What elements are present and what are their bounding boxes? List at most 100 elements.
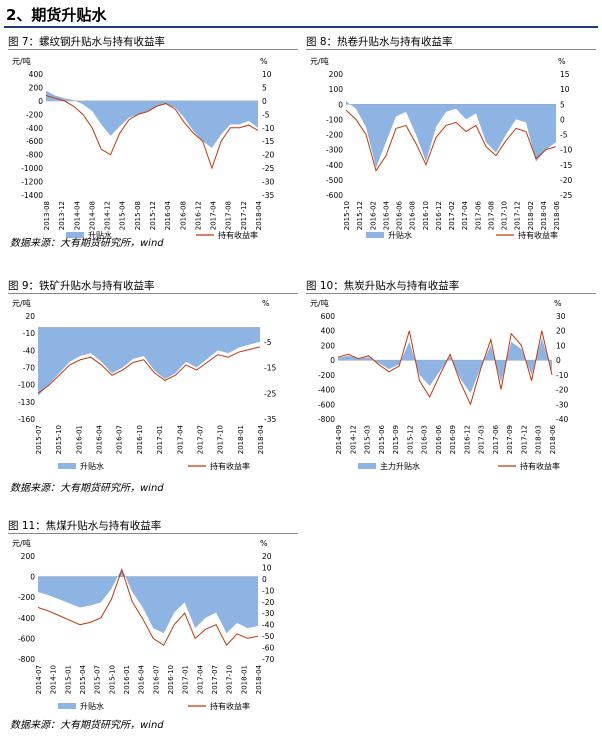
left-unit: 元/吨 [12,56,31,66]
right-tick-label: 5 [262,83,267,92]
legend-label: 持有收益率 [210,701,250,711]
x-tick-label: 2016-12 [194,201,202,230]
x-tick-label: 2017-04 [176,424,184,454]
legend-label: 升贴水 [388,230,412,240]
figure-rule [306,49,596,50]
x-tick-label: 2017-04 [210,200,218,230]
x-tick-label: 2017-06 [474,200,482,230]
left-tick-label: 200 [321,341,336,350]
x-tick-label: 2014-12 [349,425,357,454]
left-tick-label: -200 [26,110,43,119]
x-tick-label: 2017-12 [520,425,528,454]
right-tick-label: -5 [262,110,270,119]
figure-7: 图 7：螺纹钢升贴水与持有收益率 元/吨% 400 200 0 -200 -400 -600… [8,34,298,246]
right-tick-label: -40 [556,415,568,424]
right-tick-label: -30 [262,178,274,187]
right-tick-label: -35 [264,415,276,424]
right-tick-label: -20 [262,598,274,607]
left-tick-label: -600 [326,191,343,200]
legend-label: 升贴水 [80,701,104,711]
x-tick-label: 2017-03 [478,425,486,454]
right-tick-label: -5 [560,131,568,140]
x-tick-label: 2017-08 [225,201,233,230]
x-tick-label: 2016-07 [152,665,160,694]
figure-title: 图 8：热卷升贴水与持有收益率 [306,36,453,48]
x-tick-label: 2015-01 [64,665,72,694]
legend-swatch-basis [58,463,76,469]
left-tick-label: -500 [326,176,343,185]
figure-title: 图 10：焦炭升贴水与持有收益率 [306,280,460,292]
left-tick-label: -400 [318,386,335,395]
legend-label: 持有收益率 [218,230,258,240]
x-tick-label: 2017-08 [487,201,495,230]
basis-area [38,568,258,634]
x-tick-label: 2017-10 [226,665,234,694]
figure-title: 图 9：铁矿升贴水与持有收益率 [8,280,155,292]
x-tick-label: 2018-06 [549,424,557,454]
x-tick-label: 2016-04 [96,424,104,454]
left-tick-label: 600 [321,312,336,321]
right-tick-label: 10 [262,70,272,79]
left-tick-label: 0 [330,356,335,365]
x-tick-label: 2017-10 [501,201,509,230]
legend-label: 升贴水 [80,461,104,471]
left-tick-label: -130 [18,398,35,407]
x-tick-label: 2015-10 [108,665,116,694]
right-tick-label: -10 [556,371,568,380]
x-tick-label: 2015-12 [149,201,157,230]
x-tick-label: 2018-06 [553,200,561,230]
x-tick-label: 2015-04 [119,200,127,230]
right-tick-label: -30 [556,400,568,409]
chart-svg: 元/吨 % 600 400 200 0 -200 -400 -600 -800 30 20 10 0 -10… [310,298,568,471]
right-tick-label: -60 [262,644,274,653]
right-tick-label: -20 [560,176,572,185]
right-tick-label: 0 [560,115,565,124]
legend-swatch-basis [58,703,76,709]
x-tick-label: 2013-08 [43,201,51,230]
basis-area [346,101,556,168]
x-tick-label: 2016-10 [167,665,175,694]
legend-swatch-basis [366,232,384,238]
left-tick-label: -40 [23,346,35,355]
right-tick-label: 10 [560,85,570,94]
right-tick-label: -50 [262,632,274,641]
right-tick-label: 15 [560,70,570,79]
right-tick-label: 0 [262,97,267,106]
figure-9: 图 9：铁矿升贴水与持有收益率 元/吨% 20 -10 -40 -70 -100 -130 -… [8,278,298,474]
legend-swatch-basis [66,232,84,238]
left-unit: 元/吨 [310,56,329,66]
left-tick-label: 0 [338,100,343,109]
returns-line [37,346,261,394]
left-tick-label: 200 [29,83,44,92]
figure-8: 图 8：热卷升贴水与持有收益率 元/吨% 200 100 0 -100 -200 -300-… [306,34,596,246]
x-tick-label: 2013-12 [58,201,66,230]
returns-line [345,109,557,172]
x-tick-label: 2016-04 [382,200,390,230]
right-tick-label: -10 [560,146,572,155]
basis-area [38,327,260,397]
left-tick-label: -160 [18,415,35,424]
left-unit: 元/吨 [310,298,329,308]
left-tick-label: 400 [321,327,336,336]
x-tick-label: 2015-07 [94,665,102,694]
x-tick-label: 2016-04 [138,664,146,694]
returns-line [37,568,259,647]
x-tick-label: 2015-12 [406,425,414,454]
left-tick-label: 20 [25,312,35,321]
x-tick-label: 2016-06 [435,424,443,454]
right-tick-label: -15 [560,161,572,170]
figure-title: 图 11：焦煤升贴水与持有收益率 [8,520,162,532]
right-unit: % [262,299,270,308]
right-unit: % [558,57,566,66]
right-tick-label: -5 [264,338,272,347]
x-tick-label: 2015-10 [343,201,351,230]
x-tick-label: 2014-04 [73,200,81,230]
legend-label: 持有收益率 [520,461,560,471]
x-tick-label: 2014-08 [88,201,96,230]
x-tick-label: 2017-12 [514,201,522,230]
right-tick-label: 0 [556,356,561,365]
x-tick-label: 2017-09 [506,425,514,454]
left-tick-label: -400 [26,124,43,133]
left-tick-label: -800 [26,151,43,160]
left-tick-label: 0 [38,97,43,106]
